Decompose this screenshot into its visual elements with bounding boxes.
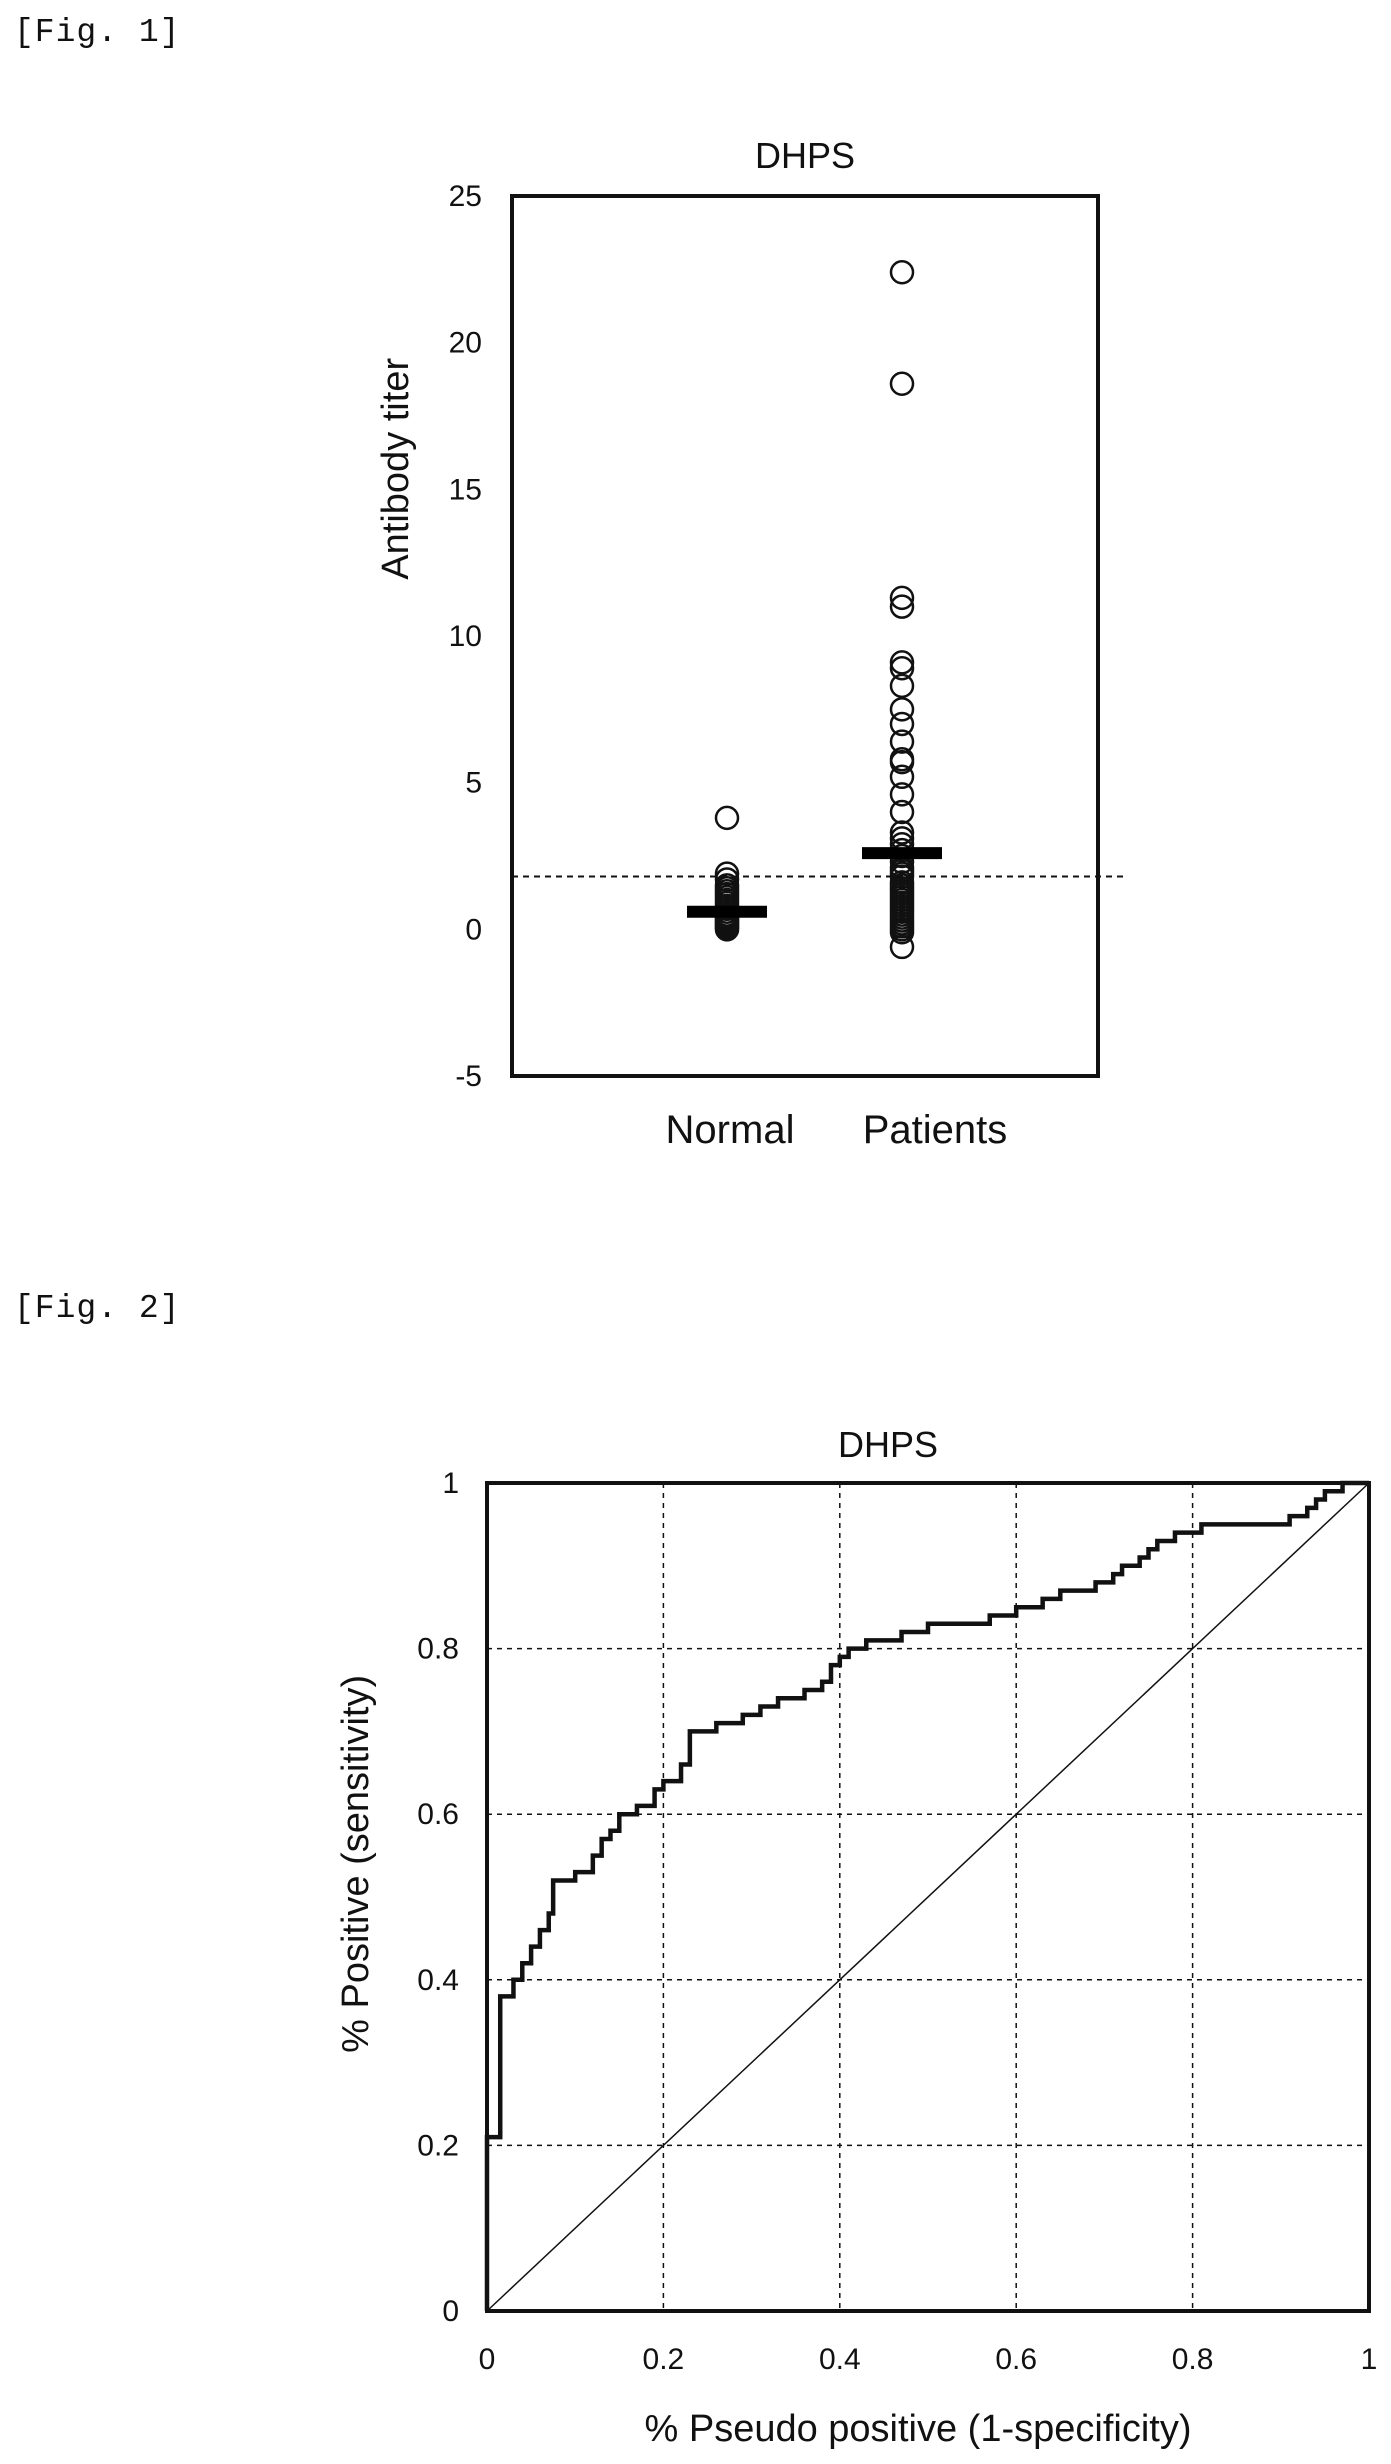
dot-plot-y-axis-title: Antibody titer xyxy=(375,358,417,580)
x-tick-label: 0 xyxy=(479,2343,496,2376)
roc-frame xyxy=(485,1481,1371,2313)
x-tick-label: 0.6 xyxy=(995,2343,1037,2376)
roc-x-axis-title: % Pseudo positive (1-specificity) xyxy=(645,2408,1192,2450)
dot-plot-frame xyxy=(510,194,1100,1078)
data-point xyxy=(889,260,915,285)
x-tick-label: 1 xyxy=(1361,2343,1378,2376)
data-point xyxy=(889,920,915,945)
y-tick-label: -5 xyxy=(455,1060,482,1093)
data-point xyxy=(889,371,915,396)
data-point xyxy=(889,864,915,889)
roc-y-axis-title: % Positive (sensitivity) xyxy=(335,1675,377,2053)
figure-2-label: [Fig. 2] xyxy=(14,1290,181,1327)
x-tick-label: 0.2 xyxy=(643,2343,685,2376)
dot-plot-y-ticks: 25 20 15 10 5 0 -5 xyxy=(449,180,482,1093)
roc-diagonal-line xyxy=(486,1482,1370,2312)
data-point xyxy=(889,729,915,754)
dot-plot-chart: 25 20 15 10 5 0 -5 Normal Patients DHPS Antibod… xyxy=(375,135,1128,1152)
roc-y-ticks: 0 0.2 0.4 0.6 0.8 1 xyxy=(417,1467,459,2328)
data-point xyxy=(889,934,915,960)
category-label: Normal xyxy=(666,1108,795,1152)
x-tick-label: 0.8 xyxy=(1172,2343,1214,2376)
data-point xyxy=(889,711,915,737)
data-point xyxy=(889,673,915,699)
y-tick-label: 15 xyxy=(449,473,482,506)
roc-chart: 0 0.2 0.4 0.6 0.8 1 0 0.2 0.4 0.6 0.8 1 DHPS % Pse… xyxy=(335,1424,1378,2450)
x-tick-label: 0.4 xyxy=(819,2343,861,2376)
dot-plot-title: DHPS xyxy=(755,135,855,176)
roc-x-ticks: 0 0.2 0.4 0.6 0.8 1 xyxy=(479,2343,1378,2376)
y-tick-label: 0.4 xyxy=(417,1964,459,1997)
data-point xyxy=(714,861,740,886)
data-point xyxy=(889,656,915,681)
data-point xyxy=(889,782,915,807)
data-point xyxy=(889,650,915,675)
data-point xyxy=(714,805,740,831)
roc-grid xyxy=(487,1483,1369,2311)
y-tick-label: 0.2 xyxy=(417,2129,459,2162)
y-tick-label: 1 xyxy=(442,1467,459,1500)
roc-title: DHPS xyxy=(838,1424,938,1465)
y-tick-label: 0 xyxy=(465,913,482,946)
y-tick-label: 25 xyxy=(449,180,482,213)
data-point xyxy=(889,594,915,619)
y-tick-label: 0 xyxy=(442,2295,459,2328)
figure-1-label: [Fig. 1] xyxy=(14,14,181,51)
data-point xyxy=(889,820,915,845)
dot-plot-categories: Normal Patients xyxy=(666,1108,1008,1152)
data-point xyxy=(714,867,740,892)
y-tick-label: 5 xyxy=(465,767,482,800)
y-tick-label: 0.6 xyxy=(417,1798,459,1831)
data-point xyxy=(889,799,915,825)
y-tick-label: 20 xyxy=(449,327,482,360)
data-point xyxy=(889,764,915,790)
y-tick-label: 10 xyxy=(449,620,482,653)
category-label: Patients xyxy=(863,1108,1008,1152)
roc-curve xyxy=(484,1480,1369,2311)
data-point xyxy=(889,585,915,611)
data-point xyxy=(889,697,915,722)
data-point xyxy=(889,749,915,775)
data-point xyxy=(714,917,740,942)
y-tick-label: 0.8 xyxy=(417,1633,459,1666)
dot-plot-means xyxy=(687,847,942,918)
